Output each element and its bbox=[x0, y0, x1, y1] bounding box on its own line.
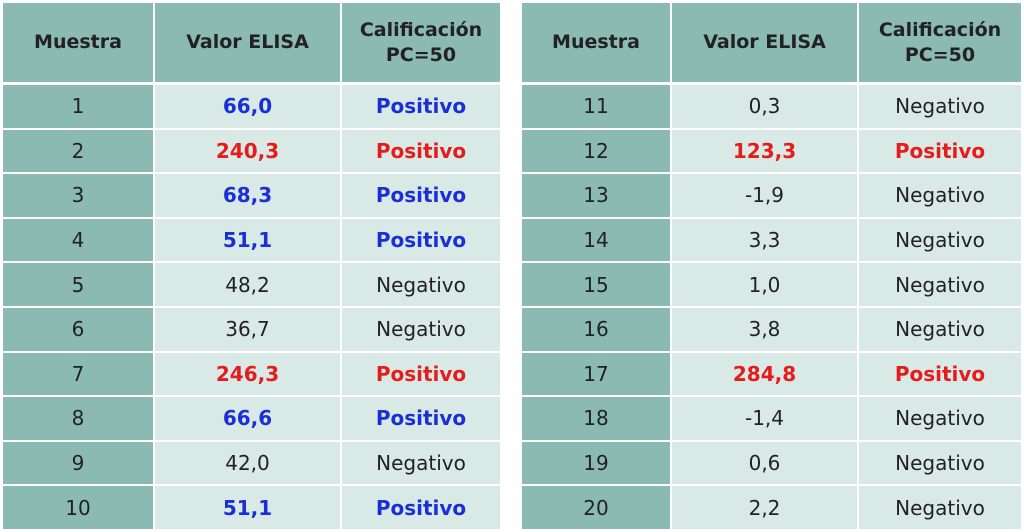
table-cell: 14 bbox=[522, 218, 670, 262]
table-cell: Positivo bbox=[342, 85, 500, 128]
table-cell: 13 bbox=[522, 174, 670, 217]
table-cell: 20 bbox=[522, 486, 670, 529]
table-cell: Negativo bbox=[859, 486, 1021, 529]
table-cell: 4 bbox=[3, 218, 153, 262]
header-cell: Muestra bbox=[522, 3, 670, 82]
table-cell: 48,2 bbox=[155, 263, 340, 306]
table-cell: 36,7 bbox=[155, 308, 340, 351]
table-cell: 66,6 bbox=[155, 397, 340, 440]
table-cell: Positivo bbox=[342, 174, 500, 217]
header-cell: Calificación PC=50 bbox=[342, 3, 500, 82]
table-cell: 19 bbox=[522, 441, 670, 485]
table-cell: -1,4 bbox=[672, 397, 857, 440]
table-cell: Negativo bbox=[859, 308, 1021, 351]
table-cell: Negativo bbox=[859, 441, 1021, 485]
table-cell: 0,6 bbox=[672, 441, 857, 485]
header-cell: Valor ELISA bbox=[672, 3, 857, 82]
table-cell: Positivo bbox=[342, 352, 500, 396]
table-cell: Positivo bbox=[342, 486, 500, 529]
table-cell: Negativo bbox=[859, 263, 1021, 306]
table-cell: 123,3 bbox=[672, 129, 857, 173]
table-cell: 42,0 bbox=[155, 441, 340, 485]
table-cell: 66,0 bbox=[155, 85, 340, 128]
table-cell: 3,8 bbox=[672, 308, 857, 351]
table-cell: 8 bbox=[3, 397, 153, 440]
table-cell: 3 bbox=[3, 174, 153, 217]
table-cell: 284,8 bbox=[672, 352, 857, 396]
table-cell: Positivo bbox=[342, 218, 500, 262]
table-cell: 246,3 bbox=[155, 352, 340, 396]
table-cell: -1,9 bbox=[672, 174, 857, 217]
table-cell: 51,1 bbox=[155, 486, 340, 529]
table-cell: 18 bbox=[522, 397, 670, 440]
table-cell: Positivo bbox=[859, 352, 1021, 396]
table-cell: 12 bbox=[522, 129, 670, 173]
table-cell: Positivo bbox=[342, 129, 500, 173]
table-cell: 1 bbox=[3, 85, 153, 128]
table-cell: Negativo bbox=[859, 218, 1021, 262]
table-cell: 15 bbox=[522, 263, 670, 306]
table-cell: 0,3 bbox=[672, 85, 857, 128]
table-cell: Negativo bbox=[859, 85, 1021, 128]
header-cell: Valor ELISA bbox=[155, 3, 340, 82]
table-cell: 3,3 bbox=[672, 218, 857, 262]
table-cell: Negativo bbox=[859, 174, 1021, 217]
table-cell: 240,3 bbox=[155, 129, 340, 173]
table-cell: 2,2 bbox=[672, 486, 857, 529]
table-cell: 11 bbox=[522, 85, 670, 128]
table-cell: 51,1 bbox=[155, 218, 340, 262]
table-cell: 1,0 bbox=[672, 263, 857, 306]
table-cell: Negativo bbox=[342, 308, 500, 351]
table-cell: 17 bbox=[522, 352, 670, 396]
table-cell: 6 bbox=[3, 308, 153, 351]
table-cell: 68,3 bbox=[155, 174, 340, 217]
header-cell: Calificación PC=50 bbox=[859, 3, 1021, 82]
table-cell: Positivo bbox=[342, 397, 500, 440]
table-cell: Negativo bbox=[342, 441, 500, 485]
header-cell: Muestra bbox=[3, 3, 153, 82]
table-cell: 16 bbox=[522, 308, 670, 351]
table-cell: 2 bbox=[3, 129, 153, 173]
table-cell: Negativo bbox=[342, 263, 500, 306]
table-cell: 9 bbox=[3, 441, 153, 485]
table-cell: Positivo bbox=[859, 129, 1021, 173]
table-cell: 7 bbox=[3, 352, 153, 396]
table-cell: Negativo bbox=[859, 397, 1021, 440]
table-cell: 10 bbox=[3, 486, 153, 529]
table-cell: 5 bbox=[3, 263, 153, 306]
